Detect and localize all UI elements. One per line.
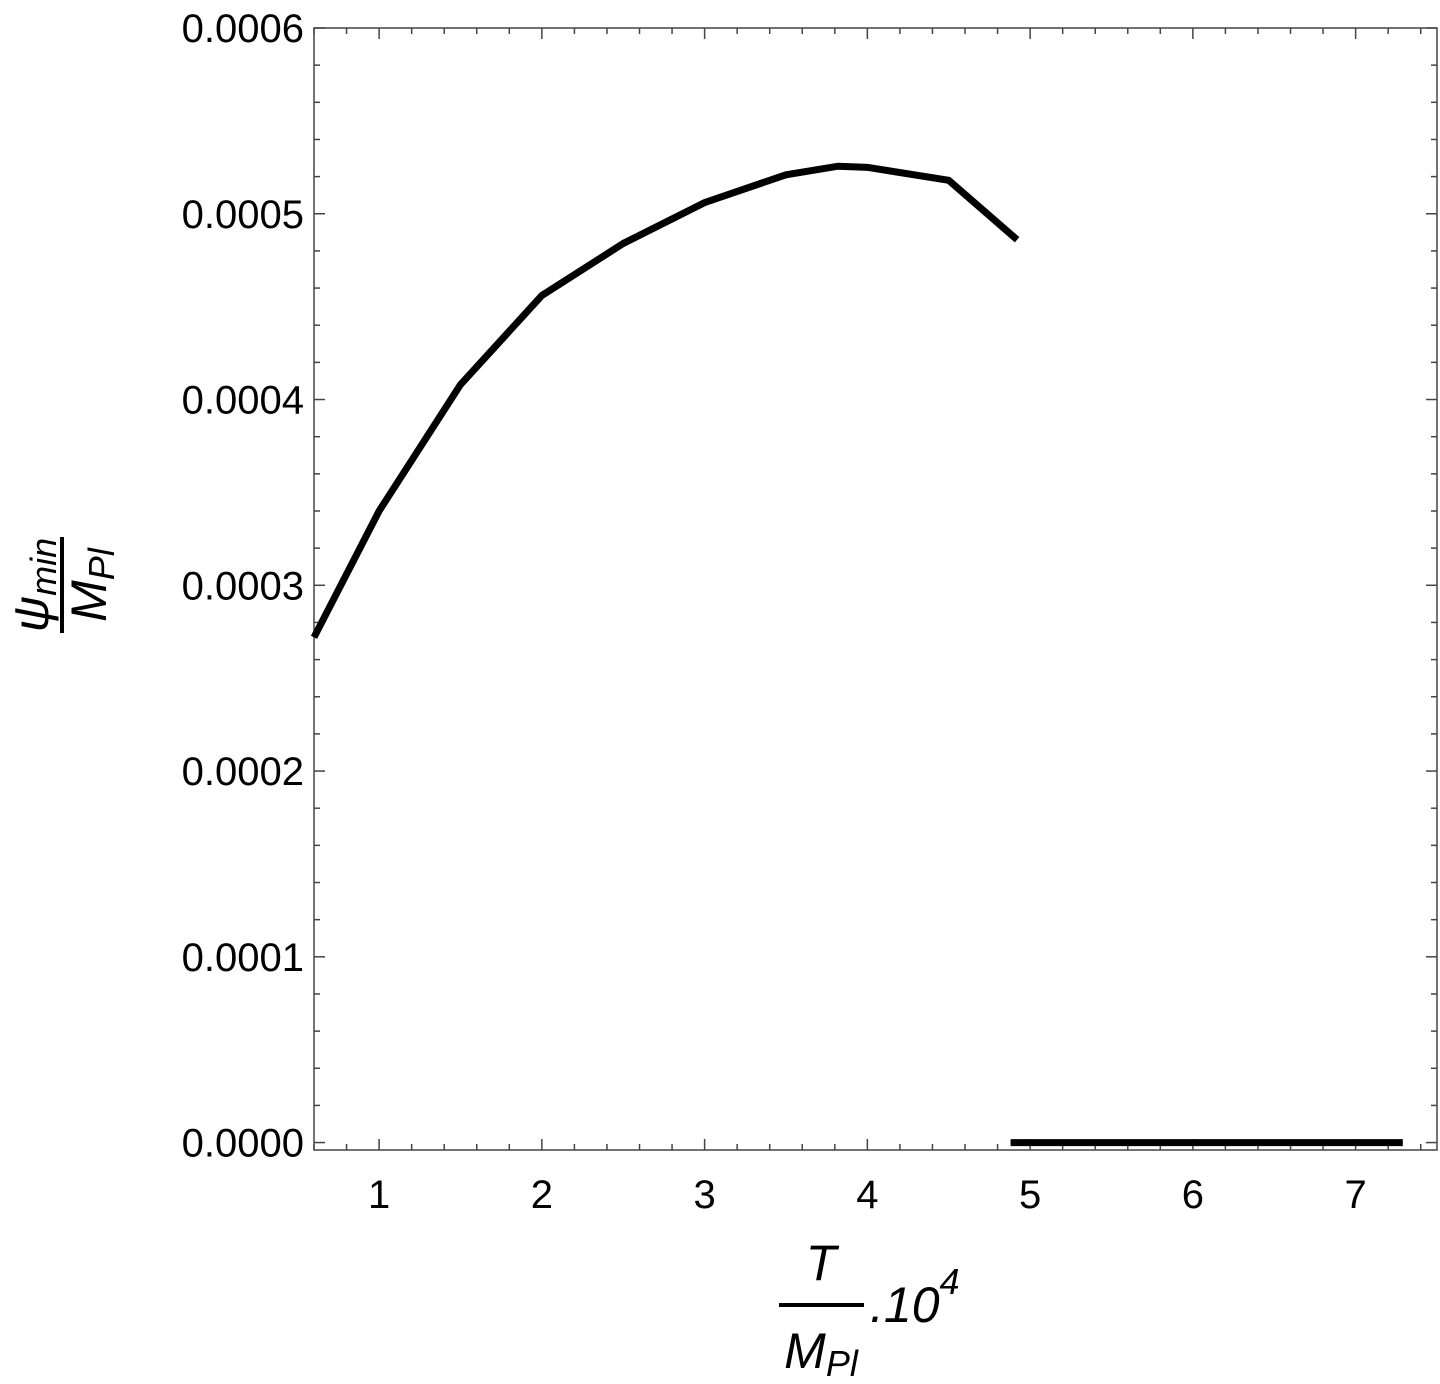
x-tick-label: 4	[856, 1173, 878, 1217]
x-den-sub: Pl	[826, 1343, 859, 1384]
x-suffix-sup: 4	[940, 1261, 960, 1302]
y-label-denominator: MPl	[61, 547, 122, 622]
y-tick-label: 0.0000	[182, 1122, 304, 1166]
x-tick-label: 5	[1019, 1173, 1041, 1217]
x-label-denominator: MPl	[784, 1323, 859, 1384]
x-axis-label: T MPl .104	[779, 1235, 960, 1384]
y-num-sub: min	[23, 538, 64, 596]
x-tick-label: 7	[1344, 1173, 1366, 1217]
x-tick-label: 6	[1182, 1173, 1204, 1217]
x-tick-label: 3	[693, 1173, 715, 1217]
x-label-numerator: T	[806, 1235, 840, 1291]
y-tick-label: 0.0005	[182, 193, 304, 237]
x-suffix: .10	[870, 1277, 940, 1333]
y-tick-label: 0.0006	[182, 7, 304, 51]
y-tick-label: 0.0003	[182, 564, 304, 608]
line	[310, 162, 1020, 639]
y-axis-label: ψmin MPl	[3, 537, 122, 633]
y-tick-label: 0.0004	[182, 379, 304, 423]
y-den-sub: Pl	[81, 547, 122, 580]
x-tick-label: 1	[368, 1173, 390, 1217]
y-tick-label: 0.0002	[182, 750, 304, 794]
y-den: M	[61, 580, 117, 622]
y-tick-label: 0.0001	[182, 936, 304, 980]
x-den: M	[784, 1323, 826, 1379]
x-tick-label: 2	[531, 1173, 553, 1217]
y-label-numerator: ψmin	[3, 538, 64, 632]
frame	[313, 27, 1438, 1151]
y-num: ψ	[3, 596, 59, 632]
x-label-suffix: .104	[870, 1261, 960, 1333]
